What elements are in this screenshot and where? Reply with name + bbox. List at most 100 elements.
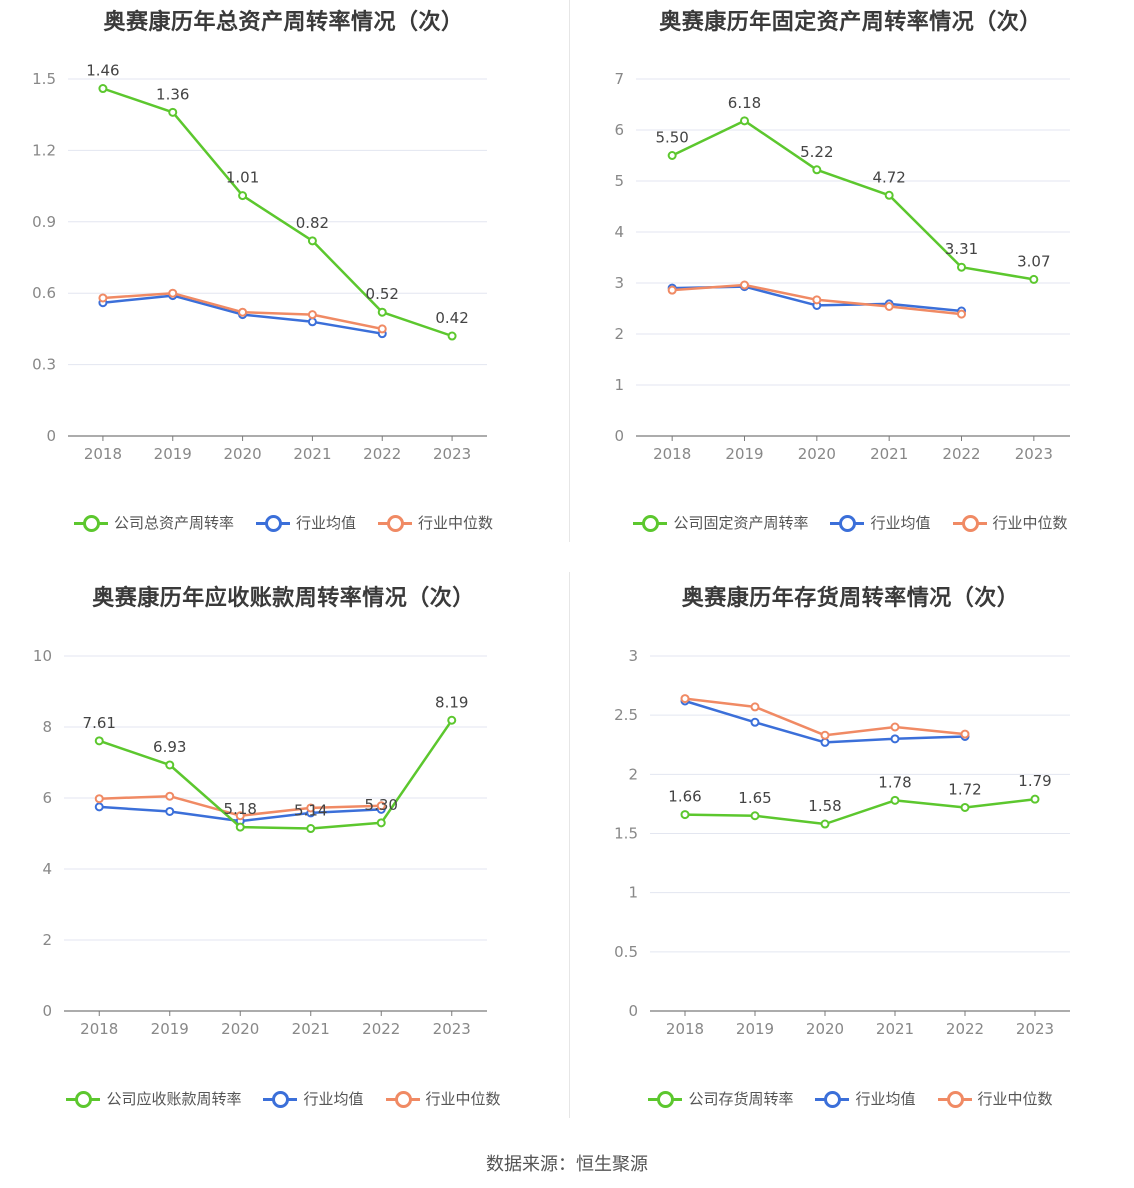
legend-average[interactable]: 行业均值 <box>263 1088 364 1109</box>
data-label: 5.18 <box>224 800 257 818</box>
data-point-company <box>98 84 108 94</box>
legend-company[interactable]: 公司应收账款周转率 <box>66 1088 241 1109</box>
data-label: 1.46 <box>86 62 119 80</box>
chart-receivables-turnover: 奥赛康历年应收账款周转率情况（次） 0 2 4 6 8 10 2018 2019 2020 202… <box>0 576 567 1152</box>
data-point-median <box>306 803 316 813</box>
data-point-median <box>94 794 104 804</box>
data-point-company <box>377 307 387 317</box>
data-point-company <box>376 818 386 828</box>
data-point-company <box>1029 274 1039 284</box>
data-label: 0.52 <box>366 285 399 303</box>
data-point-company <box>235 822 245 832</box>
y-tick-label: 0 <box>628 1002 638 1020</box>
chart-fixed-asset-turnover: 奥赛康历年固定资产周转率情况（次） 0 1 2 3 4 5 6 7 2018 2019 2020 20… <box>567 0 1134 576</box>
data-point-company <box>306 824 316 834</box>
data-point-company <box>820 819 830 829</box>
x-tick-label: 2021 <box>292 1020 330 1038</box>
data-label: 0.82 <box>296 214 329 232</box>
y-tick-label: 0.3 <box>32 356 56 374</box>
data-source: 数据来源：恒生聚源 <box>486 1154 648 1175</box>
legend-company[interactable]: 公司存货周转率 <box>648 1088 793 1109</box>
chart-legend: 公司存货周转率 行业均值 行业中位数 <box>567 1088 1134 1109</box>
divider-bottom <box>569 572 570 1118</box>
data-point-median <box>376 801 386 811</box>
legend-label: 公司总资产周转率 <box>113 514 234 532</box>
legend-label: 行业均值 <box>303 1090 364 1108</box>
chart-title: 奥赛康历年固定资产周转率情况（次） <box>659 10 1042 35</box>
data-label: 6.93 <box>153 738 186 756</box>
data-point-company <box>960 802 970 812</box>
y-tick-label: 0.5 <box>614 943 638 961</box>
data-point-company <box>812 165 822 175</box>
data-point-company <box>307 236 317 246</box>
legend-company[interactable]: 公司固定资产周转率 <box>633 512 808 533</box>
x-tick-label: 2019 <box>736 1020 774 1038</box>
y-tick-label: 1.5 <box>614 825 638 843</box>
data-label: 3.31 <box>945 240 978 258</box>
x-tick-label: 2019 <box>154 445 192 463</box>
series-line-company <box>671 119 1035 281</box>
legend-label: 公司存货周转率 <box>688 1090 794 1108</box>
data-label: 5.50 <box>655 129 688 147</box>
data-point-average <box>94 802 104 812</box>
data-point-median <box>750 702 760 712</box>
x-tick-label: 2021 <box>876 1020 914 1038</box>
legend-label: 行业中位数 <box>992 514 1068 532</box>
legend-label: 行业中位数 <box>418 514 494 532</box>
legend-median[interactable]: 行业中位数 <box>385 1088 501 1109</box>
series-line-company <box>98 719 453 830</box>
chart-legend: 公司固定资产周转率 行业均值 行业中位数 <box>567 512 1134 533</box>
data-label: 1.66 <box>668 788 701 806</box>
data-point-median <box>957 309 966 319</box>
chart-inventory-turnover: 奥赛康历年存货周转率情况（次） 0 0.5 1 1.5 2 2.5 3 2018 2019 202… <box>567 576 1134 1152</box>
divider-top <box>569 0 570 542</box>
legend-label: 公司固定资产周转率 <box>673 514 809 532</box>
data-label: 5.22 <box>800 143 833 161</box>
x-tick-label: 2022 <box>363 445 401 463</box>
data-point-company <box>1030 794 1040 804</box>
legend-median[interactable]: 行业中位数 <box>378 512 493 533</box>
legend-median[interactable]: 行业中位数 <box>952 512 1068 533</box>
y-tick-label: 3 <box>614 274 624 292</box>
legend-average[interactable]: 行业均值 <box>815 1088 916 1109</box>
data-label: 1.58 <box>808 797 841 815</box>
y-tick-label: 7 <box>614 70 624 88</box>
y-tick-label: 0 <box>42 1002 52 1020</box>
legend-average[interactable]: 行业均值 <box>255 512 356 533</box>
chart-plot: 0 0.3 0.6 0.9 1.2 1.5 2018 2019 2020 2021 2022 2023… <box>32 62 487 463</box>
legend-label: 行业均值 <box>870 514 931 532</box>
data-point-median <box>98 293 108 303</box>
legend-median[interactable]: 行业中位数 <box>937 1088 1053 1109</box>
data-label: 5.14 <box>294 802 327 820</box>
data-point-median <box>890 722 900 732</box>
series-line-median <box>684 697 966 737</box>
x-tick-label: 2021 <box>870 445 908 463</box>
x-tick-label: 2018 <box>666 1020 704 1038</box>
y-tick-label: 1 <box>614 376 624 394</box>
y-tick-label: 6 <box>614 121 624 139</box>
legend-label: 行业中位数 <box>977 1090 1053 1108</box>
x-tick-label: 2022 <box>946 1020 984 1038</box>
y-tick-label: 4 <box>42 860 52 878</box>
data-point-company <box>238 191 248 201</box>
legend-average[interactable]: 行业均值 <box>830 512 931 533</box>
chart-title: 奥赛康历年总资产周转率情况（次） <box>103 10 464 35</box>
y-tick-label: 4 <box>614 223 624 241</box>
legend-label: 行业均值 <box>295 514 356 532</box>
data-label: 7.61 <box>83 714 116 732</box>
data-label: 1.79 <box>1018 772 1051 790</box>
y-tick-label: 6 <box>42 789 52 807</box>
y-tick-label: 1.5 <box>32 70 56 88</box>
series-line-company <box>684 797 1036 826</box>
data-point-company <box>447 715 457 725</box>
y-tick-label: 2 <box>628 765 638 783</box>
x-tick-label: 2020 <box>221 1020 259 1038</box>
data-label: 1.72 <box>948 780 981 798</box>
data-point-median <box>168 288 178 298</box>
data-label: 1.65 <box>738 789 771 807</box>
legend-company[interactable]: 公司总资产周转率 <box>73 512 234 533</box>
data-label: 1.01 <box>226 169 259 187</box>
data-point-median <box>165 791 175 801</box>
x-tick-label: 2023 <box>433 445 471 463</box>
y-tick-label: 1.2 <box>32 141 56 159</box>
